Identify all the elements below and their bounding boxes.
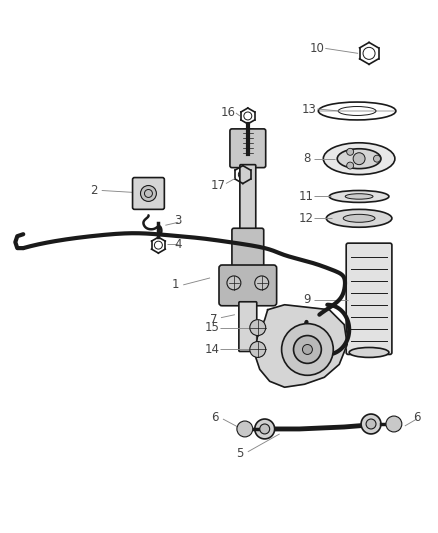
Text: 6: 6 [211,410,219,424]
Circle shape [227,276,241,290]
Circle shape [303,344,312,354]
Circle shape [361,414,381,434]
Ellipse shape [329,190,389,203]
Text: 16: 16 [220,107,236,119]
FancyBboxPatch shape [219,265,277,306]
Text: 14: 14 [205,343,219,356]
Circle shape [347,162,353,169]
Ellipse shape [326,209,392,227]
Ellipse shape [337,149,381,168]
Text: 4: 4 [174,238,182,251]
FancyBboxPatch shape [239,302,257,351]
FancyBboxPatch shape [230,129,266,168]
Circle shape [260,424,270,434]
Text: 17: 17 [211,179,226,192]
Circle shape [353,153,365,165]
Text: 7: 7 [210,313,218,326]
Circle shape [366,419,376,429]
Circle shape [250,320,266,336]
Text: 11: 11 [299,190,314,203]
FancyBboxPatch shape [346,243,392,354]
Circle shape [237,421,253,437]
Text: 15: 15 [205,321,219,334]
FancyBboxPatch shape [133,177,164,209]
FancyBboxPatch shape [240,165,256,231]
Text: 3: 3 [175,214,182,227]
Circle shape [293,336,321,364]
Text: 1: 1 [172,278,179,292]
Ellipse shape [349,348,389,358]
Circle shape [250,342,266,358]
Circle shape [347,148,353,155]
Text: 8: 8 [303,152,310,165]
FancyBboxPatch shape [232,228,264,302]
Circle shape [374,155,381,162]
Text: 6: 6 [413,410,420,424]
Ellipse shape [323,143,395,175]
Text: 10: 10 [310,42,325,55]
Text: 2: 2 [90,184,98,197]
Circle shape [255,419,275,439]
Text: 13: 13 [302,102,317,116]
Text: 12: 12 [299,212,314,225]
Ellipse shape [345,193,373,199]
Circle shape [282,324,333,375]
Polygon shape [255,305,347,387]
Circle shape [255,276,268,290]
Circle shape [141,185,156,201]
Text: 5: 5 [236,447,244,461]
Text: 9: 9 [304,293,311,306]
Circle shape [386,416,402,432]
Ellipse shape [343,214,375,222]
